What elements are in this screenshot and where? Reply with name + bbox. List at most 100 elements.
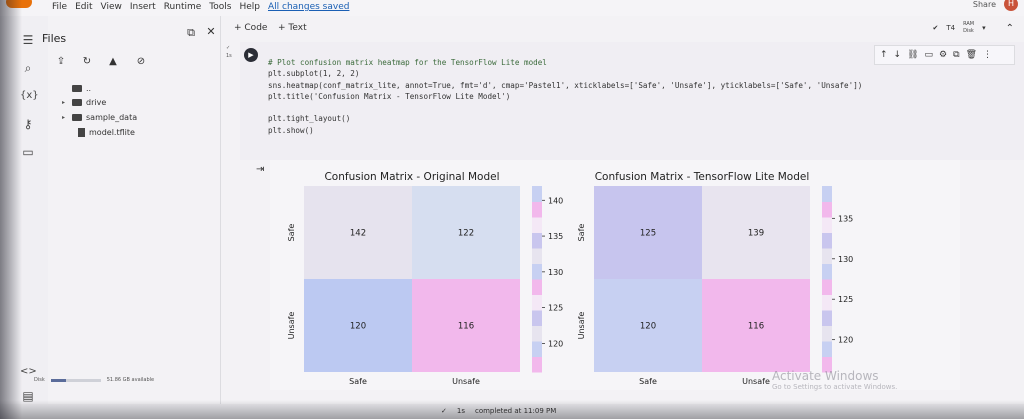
file-tree-item[interactable]: ..: [62, 84, 91, 93]
search-icon[interactable]: ⌕: [24, 61, 32, 75]
y-tick-label: Unsafe: [287, 312, 296, 340]
add-text-button[interactable]: + Text: [278, 23, 307, 33]
colorbar-segment: [532, 232, 542, 249]
expand-caret-icon[interactable]: ▸: [62, 114, 66, 121]
colorbar-segment: [822, 279, 832, 295]
mount-drive-icon[interactable]: ▲: [109, 56, 117, 67]
watermark-subtitle: Go to Settings to activate Windows.: [772, 383, 898, 391]
more-options-icon[interactable]: ⋮: [983, 50, 992, 60]
menu-bar: File Edit View Insert Runtime Tools Help All ch…: [0, 0, 1024, 16]
menu-runtime[interactable]: Runtime: [163, 2, 202, 12]
colorbar-tick-label: 125: [548, 304, 563, 313]
colorbar-segment: [822, 217, 832, 233]
table-of-contents-icon[interactable]: ☰: [22, 33, 34, 47]
notebook-toolbar: + Code + Text ✔ T4 RAM Disk ▾ ⌃: [222, 20, 1024, 38]
delete-icon[interactable]: 🗑: [965, 50, 977, 60]
colorbar-segment: [822, 310, 832, 326]
y-tick-label: Unsafe: [577, 312, 586, 340]
figure-output: Confusion Matrix - Original Model 142 122 1…: [270, 160, 960, 390]
colorbar-segment: [822, 201, 832, 218]
menu-view[interactable]: View: [100, 2, 122, 12]
runtime-dropdown-icon[interactable]: ▾: [982, 24, 986, 32]
runtime-type: T4: [946, 24, 956, 32]
heatmap-cell-value: 142: [350, 229, 366, 239]
menu-items: File Edit View Insert Runtime Tools Help All ch…: [52, 2, 349, 12]
link-icon[interactable]: ⛓: [907, 50, 919, 60]
code-line: plt.tight_layout(): [268, 114, 351, 124]
activate-windows-watermark: Activate Windows Go to Settings to activ…: [772, 369, 897, 391]
upload-file-icon[interactable]: ⇪: [56, 56, 66, 67]
files-panel-title: Files: [42, 32, 67, 45]
colorbar-segment: [532, 217, 542, 233]
code-line: [268, 102, 862, 113]
menu-help[interactable]: Help: [239, 2, 260, 12]
menu-insert[interactable]: Insert: [129, 2, 156, 12]
file-tree-label: ..: [86, 84, 92, 93]
open-in-tab-icon[interactable]: ⧉: [187, 26, 195, 39]
colorbar-segment: [822, 186, 832, 202]
colorbar-segment: [532, 356, 542, 373]
menu-edit[interactable]: Edit: [75, 2, 93, 12]
collapse-icon[interactable]: ⌃: [1005, 22, 1014, 34]
status-bar: ✓ 1s completed at 11:09 PM: [0, 404, 1024, 419]
confusion-matrix-figure: Confusion Matrix - Original Model 142 122 1…: [287, 171, 853, 386]
move-up-icon[interactable]: ↑: [880, 50, 888, 60]
file-tree-item[interactable]: ▸ sample_data: [62, 113, 137, 122]
comment-icon[interactable]: ▭: [924, 50, 934, 60]
code-line: plt.show(): [268, 125, 314, 135]
heatmap-cell-value: 116: [748, 322, 764, 332]
menu-tools[interactable]: Tools: [209, 2, 232, 12]
menu-file[interactable]: File: [52, 2, 68, 12]
file-tree-item[interactable]: model.tflite: [78, 128, 135, 137]
output-actions-icon[interactable]: ⇥: [256, 164, 265, 175]
colorbar-tick-label: 135: [548, 232, 563, 241]
run-cell-button[interactable]: ▶: [244, 48, 258, 62]
colorbar-segment: [532, 263, 542, 280]
file-tree-label: sample_data: [86, 113, 138, 122]
colorbar-tick-label: 130: [838, 255, 853, 264]
disk-label: Disk: [34, 377, 45, 383]
colorbar-segment: [532, 325, 542, 342]
save-status[interactable]: All changes saved: [267, 2, 350, 12]
move-down-icon[interactable]: ↓: [893, 50, 902, 60]
share-button[interactable]: Share: [972, 0, 996, 9]
colorbar-segment: [532, 310, 542, 326]
colorbar-tick-label: 130: [548, 268, 563, 277]
runtime-status[interactable]: ✔ T4 RAM Disk ▾ ⌃: [932, 21, 1014, 35]
disk-meter-label: Disk: [963, 28, 974, 34]
y-tick-label: Safe: [287, 224, 296, 242]
mirror-cell-icon[interactable]: ⧉: [953, 50, 960, 60]
colab-logo[interactable]: [6, 0, 32, 8]
disk-usage-fill: [50, 378, 66, 382]
files-folder-icon[interactable]: ▭: [22, 145, 34, 159]
file-tree-label: drive: [86, 98, 107, 107]
code-line: sns.heatmap(conf_matrix_lite, annot=True…: [268, 80, 863, 90]
watermark-title: Activate Windows: [772, 369, 879, 383]
hide-files-icon[interactable]: ⊘: [136, 56, 146, 67]
variables-icon[interactable]: {x}: [20, 90, 39, 101]
refresh-folder-icon[interactable]: ↻: [82, 56, 92, 67]
colorbar-tick-label: 120: [838, 336, 853, 345]
expand-caret-icon[interactable]: ▸: [62, 99, 66, 106]
code-editor[interactable]: # Plot confusion matrix heatmap for the …: [268, 57, 862, 136]
colorbar-tick-label: 135: [838, 214, 853, 223]
secrets-key-icon[interactable]: ⚷: [23, 117, 33, 131]
colorbar-tick-label: 120: [548, 339, 563, 348]
colorbar-segment: [822, 325, 832, 342]
heatmap-cell-value: 122: [458, 229, 474, 239]
settings-gear-icon[interactable]: ⚙: [939, 50, 948, 60]
avatar[interactable]: H: [1004, 0, 1018, 11]
file-tree-item[interactable]: ▸ drive: [62, 98, 106, 107]
heatmap-cell-value: 125: [640, 229, 656, 239]
x-tick-label: Safe: [349, 377, 367, 386]
y-tick-label: Safe: [577, 224, 586, 242]
heatmap-cell-value: 120: [640, 322, 656, 332]
colorbar-segment: [532, 294, 542, 311]
terminal-icon[interactable]: ▤: [22, 389, 34, 403]
colorbar-segment: [532, 248, 542, 264]
close-icon[interactable]: ✕: [206, 25, 216, 38]
add-code-button[interactable]: + Code: [234, 23, 268, 33]
status-message: completed at 11:09 PM: [474, 407, 557, 415]
